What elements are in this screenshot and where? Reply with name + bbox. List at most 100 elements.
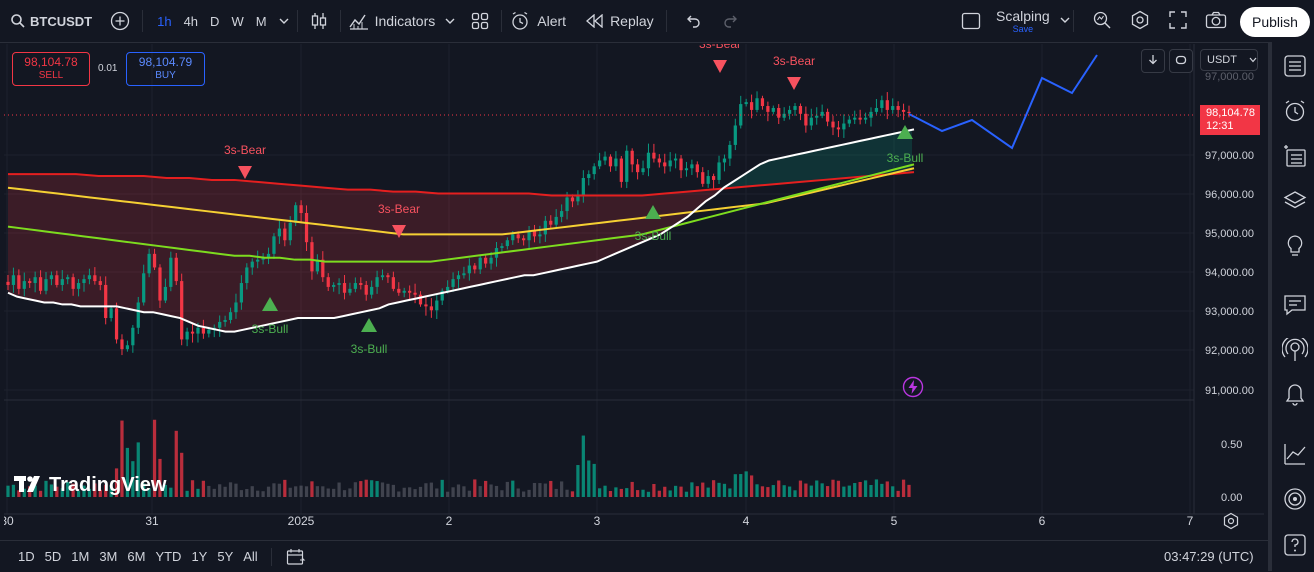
layout-icon[interactable]: [961, 12, 981, 30]
time-axis-label: 2: [446, 514, 453, 528]
range-3m[interactable]: 3M: [99, 549, 118, 564]
candle-body: [831, 121, 835, 128]
volume-bar: [755, 484, 759, 497]
currency-select[interactable]: USDT: [1200, 49, 1258, 71]
replay-button[interactable]: Replay: [586, 13, 654, 29]
volume-bar: [494, 485, 499, 497]
add-symbol-icon[interactable]: [110, 11, 130, 31]
notifications-bell-icon[interactable]: [1282, 382, 1308, 408]
price-scale-label: 94,000.00: [1205, 267, 1254, 279]
volume-bar: [22, 488, 26, 497]
buy-price: 98,104.79: [138, 55, 193, 69]
chart-pane[interactable]: 3s-Bear 3s-Bull 3s-Bear 3s-Bull 3s-Bull 3s-Be…: [4, 44, 1264, 540]
replay-icon: [586, 14, 604, 28]
price-chart[interactable]: 3s-Bear 3s-Bull 3s-Bear 3s-Bull 3s-Bull 3s-Be…: [4, 44, 1264, 540]
candle-body: [256, 259, 260, 262]
price-scale-label-partial: 97,000.00: [1205, 71, 1254, 83]
timeframe-m[interactable]: M: [255, 13, 267, 29]
camera-icon[interactable]: [1205, 11, 1227, 29]
volume-bar: [478, 486, 482, 497]
candle-body: [109, 308, 113, 319]
volume-bar: [728, 488, 732, 497]
volume-bar: [435, 488, 439, 497]
utc-clock[interactable]: 03:47:29 (UTC): [1164, 549, 1254, 564]
volume-bar: [733, 474, 737, 497]
volume-bar: [321, 486, 325, 497]
timeframe-1h[interactable]: 1h: [157, 13, 172, 29]
range-ytd[interactable]: YTD: [155, 549, 182, 564]
candles-icon[interactable]: [310, 11, 328, 31]
volume-bar: [777, 480, 781, 497]
layout-name-button[interactable]: Scalping Save: [996, 8, 1050, 34]
scale-down-button[interactable]: [1141, 49, 1165, 73]
indicators-button[interactable]: Indicators: [348, 12, 456, 30]
volume-bar: [570, 491, 575, 497]
candle-body: [652, 152, 656, 159]
candle-body: [408, 290, 412, 293]
auto-scale-button[interactable]: [1169, 49, 1193, 73]
bottom-toolbar: 1D 5D 1M 3M 6M YTD 1Y 5Y All 03:47:29 (UTC): [0, 540, 1268, 572]
watchlist-icon[interactable]: [1282, 53, 1308, 79]
fullscreen-icon[interactable]: [1169, 11, 1187, 29]
timeframe-d[interactable]: D: [210, 13, 220, 29]
redo-icon[interactable]: [723, 14, 739, 28]
range-all[interactable]: All: [243, 549, 258, 564]
settings-icon[interactable]: [1130, 10, 1150, 30]
range-1d[interactable]: 1D: [18, 549, 35, 564]
volume-bar: [576, 465, 580, 497]
candle-body: [907, 111, 911, 114]
range-6m[interactable]: 6M: [127, 549, 146, 564]
candle-body: [684, 168, 689, 171]
chat-icon[interactable]: [1282, 292, 1308, 318]
timeframe-w[interactable]: W: [231, 13, 244, 29]
lightning-icon[interactable]: [902, 376, 924, 401]
divider: [339, 10, 341, 32]
candle-body: [104, 284, 108, 319]
timeframe-4h[interactable]: 4h: [183, 13, 199, 29]
help-icon[interactable]: [1282, 532, 1308, 558]
candle-body: [646, 152, 651, 169]
range-5d[interactable]: 5D: [44, 549, 62, 564]
candle-body: [815, 115, 819, 118]
candle-body: [304, 213, 309, 243]
candle-body: [565, 197, 569, 212]
volume-bar: [402, 487, 406, 497]
object-tree-icon[interactable]: [1282, 143, 1308, 169]
volume-bar: [17, 490, 21, 497]
price-scale-label: 93,000.00: [1205, 306, 1254, 318]
candle-body: [869, 111, 873, 118]
chevron-down-icon[interactable]: [1060, 16, 1070, 24]
trading-panel-icon[interactable]: [1282, 441, 1308, 467]
volume-bar: [424, 483, 428, 497]
publish-button[interactable]: Publish: [1240, 7, 1310, 37]
layout-save-label: Save: [1012, 24, 1034, 34]
calendar-icon[interactable]: [286, 548, 306, 566]
target-icon[interactable]: [1282, 486, 1308, 512]
volume-bar: [288, 487, 292, 497]
symbol-search[interactable]: BTCUSDT: [10, 13, 92, 29]
volume-bar: [456, 484, 461, 497]
time-settings-icon[interactable]: [1222, 512, 1240, 533]
range-1m[interactable]: 1M: [71, 549, 90, 564]
alarm-clock-icon[interactable]: [1282, 98, 1308, 124]
volume-bar: [93, 483, 97, 497]
range-5y[interactable]: 5Y: [217, 549, 234, 564]
ideas-lightbulb-icon[interactable]: [1282, 233, 1308, 259]
sell-button[interactable]: 98,104.78 SELL: [12, 52, 90, 86]
candle-body: [635, 164, 640, 173]
undo-icon[interactable]: [685, 14, 701, 28]
volume-bar: [565, 489, 569, 497]
templates-icon[interactable]: [471, 12, 489, 30]
quick-search-icon[interactable]: [1092, 10, 1112, 30]
volume-bar: [142, 483, 146, 497]
buy-button[interactable]: 98,104.79 BUY: [126, 52, 205, 86]
bar-countdown: 12:31: [1206, 120, 1234, 132]
chevron-down-icon[interactable]: [279, 17, 289, 25]
volume-bar: [87, 488, 92, 497]
volume-bar: [283, 479, 287, 497]
range-1y[interactable]: 1Y: [191, 549, 208, 564]
price-scale-label: 97,000.00: [1205, 150, 1254, 162]
streams-icon[interactable]: [1282, 337, 1308, 363]
alert-button[interactable]: Alert: [510, 11, 566, 31]
layers-icon[interactable]: [1282, 188, 1308, 214]
